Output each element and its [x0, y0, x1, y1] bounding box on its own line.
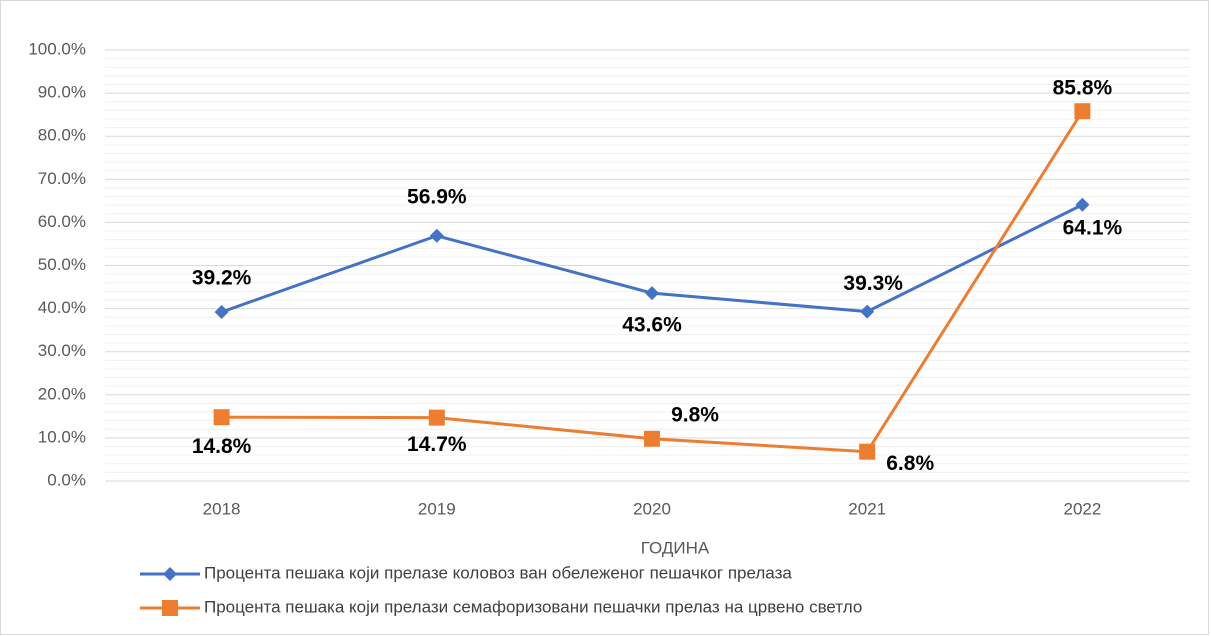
marker [645, 286, 659, 301]
y-tick-label: 20.0% [38, 384, 86, 403]
y-tick-label: 80.0% [38, 126, 86, 145]
x-tick-label: 2020 [633, 499, 671, 518]
y-tick-label: 90.0% [38, 83, 86, 102]
data-label: 64.1% [1063, 216, 1123, 239]
y-tick-label: 60.0% [38, 212, 86, 231]
data-label: 39.3% [843, 272, 903, 295]
x-axis-title: ГОДИНА [641, 538, 710, 557]
data-label: 9.8% [671, 403, 719, 426]
legend-label: Процента пешака који прелази семафоризов… [204, 597, 862, 616]
data-label: 6.8% [886, 452, 934, 475]
y-tick-label: 0.0% [47, 470, 86, 489]
y-tick-label: 70.0% [38, 169, 86, 188]
legend-marker [162, 600, 178, 616]
y-tick-label: 40.0% [38, 298, 86, 317]
data-label: 56.9% [407, 185, 467, 208]
data-label: 85.8% [1053, 77, 1113, 100]
marker [859, 443, 876, 460]
marker [213, 409, 230, 426]
data-label: 14.8% [192, 435, 252, 458]
y-tick-label: 10.0% [38, 427, 86, 446]
legend-label: Процента пешака који прелазе коловоз ван… [204, 563, 792, 582]
marker [428, 409, 445, 426]
x-tick-label: 2019 [418, 499, 456, 518]
marker [1074, 103, 1091, 120]
legend-marker [163, 567, 177, 581]
x-tick-label: 2021 [848, 499, 886, 518]
marker [860, 304, 875, 319]
y-tick-label: 100.0% [28, 39, 86, 58]
y-tick-label: 30.0% [38, 341, 86, 360]
marker [644, 430, 660, 447]
x-tick-label: 2018 [203, 499, 241, 518]
data-label: 39.2% [192, 267, 252, 290]
data-label: 43.6% [622, 314, 682, 337]
data-label: 14.7% [407, 433, 467, 456]
marker [429, 228, 444, 243]
marker [214, 305, 229, 320]
y-tick-label: 50.0% [38, 255, 86, 274]
x-tick-label: 2022 [1063, 499, 1101, 518]
marker [1075, 197, 1090, 212]
